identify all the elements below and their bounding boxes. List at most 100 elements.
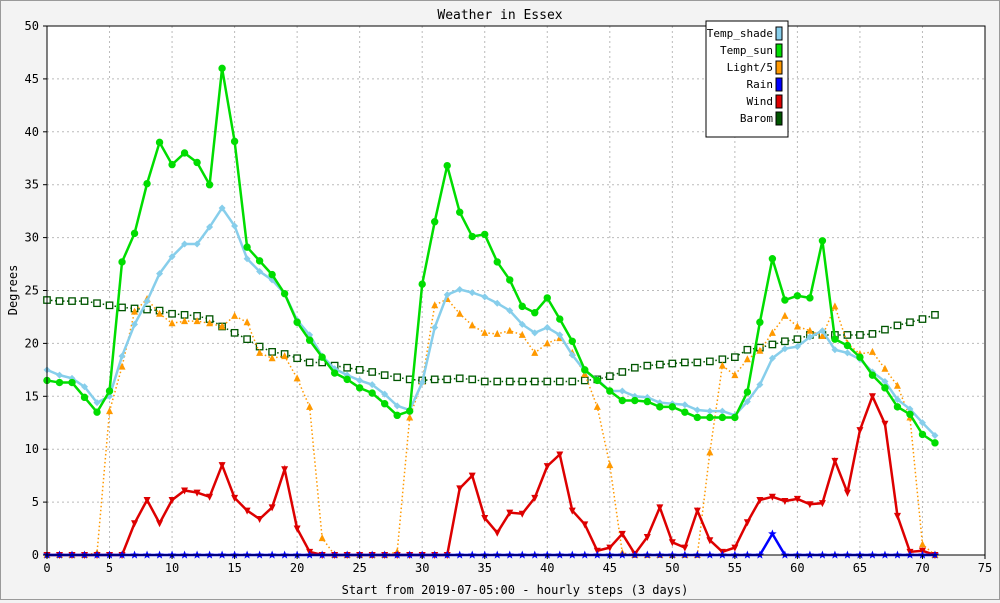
data-point [468, 232, 476, 241]
data-point [831, 335, 839, 343]
data-point [668, 359, 677, 368]
data-point [218, 322, 226, 330]
data-point [843, 489, 851, 497]
data-point [281, 466, 289, 474]
data-point [168, 309, 176, 318]
data-point [618, 396, 627, 405]
data-point [693, 406, 701, 414]
data-point [543, 339, 551, 347]
data-point [268, 270, 276, 279]
data-point [381, 390, 389, 398]
data-point [318, 353, 326, 361]
y-tick-label: 5 [32, 495, 39, 509]
data-point [568, 377, 577, 386]
data-point [893, 403, 902, 411]
data-point [468, 321, 476, 329]
data-point [230, 328, 239, 337]
data-point [131, 520, 139, 528]
data-point [481, 293, 489, 301]
y-tick-label: 40 [25, 125, 39, 139]
data-point [718, 407, 726, 415]
data-point [918, 540, 926, 548]
y-tick-label: 35 [25, 178, 39, 192]
data-point [93, 299, 101, 308]
data-point [568, 351, 576, 359]
data-point [756, 381, 764, 389]
data-point [781, 296, 789, 304]
data-point [893, 381, 901, 389]
data-point [168, 160, 176, 169]
data-point [681, 544, 689, 552]
data-point [518, 510, 526, 518]
data-point [506, 326, 514, 334]
data-point [181, 240, 189, 248]
data-point [268, 354, 276, 362]
data-point [843, 341, 852, 350]
data-point [555, 377, 564, 386]
data-point [931, 439, 939, 447]
data-point [218, 462, 226, 470]
data-point [231, 311, 239, 319]
data-point [893, 512, 901, 520]
y-tick-label: 20 [25, 336, 39, 350]
data-point [443, 291, 451, 299]
data-point [355, 384, 364, 392]
x-tick-label: 20 [290, 561, 304, 575]
data-point [55, 378, 64, 387]
data-point [656, 403, 664, 411]
data-point [105, 387, 114, 395]
data-point [581, 521, 589, 529]
data-point [593, 376, 601, 385]
data-point [493, 299, 501, 307]
data-point [493, 258, 501, 266]
data-point [468, 472, 476, 480]
data-point [743, 388, 752, 396]
data-point [156, 309, 164, 317]
data-point [193, 317, 201, 325]
data-point [731, 544, 739, 552]
data-point [681, 401, 689, 409]
legend-label: Temp_sun [720, 44, 773, 57]
x-tick-label: 35 [478, 561, 492, 575]
data-point [643, 397, 652, 406]
data-point [893, 321, 902, 330]
legend-swatch [775, 77, 783, 92]
x-tick-label: 15 [227, 561, 241, 575]
data-point [255, 342, 264, 351]
data-point [506, 276, 514, 284]
data-point [568, 337, 576, 345]
data-point [168, 496, 176, 504]
data-point [681, 408, 689, 416]
data-point [531, 494, 539, 502]
data-point [881, 364, 889, 372]
data-point [606, 387, 614, 395]
data-point [743, 345, 752, 354]
chart-title: Weather in Essex [437, 8, 562, 23]
data-point [556, 451, 564, 459]
data-point [768, 255, 777, 263]
data-point [906, 405, 914, 413]
data-point [768, 328, 776, 336]
data-point [56, 371, 64, 379]
data-point [206, 493, 214, 501]
data-point [118, 258, 126, 266]
data-point [268, 348, 276, 356]
data-point [543, 324, 551, 332]
data-point [881, 377, 889, 385]
series-temp-sun [43, 64, 939, 447]
data-point [918, 315, 927, 323]
x-tick-label: 10 [165, 561, 179, 575]
data-point [168, 319, 176, 327]
data-point [505, 377, 514, 386]
data-point [105, 301, 114, 310]
data-point [818, 331, 826, 339]
data-point [618, 368, 627, 376]
data-point [793, 292, 802, 300]
data-point [618, 387, 626, 395]
data-point [443, 375, 452, 384]
data-point [781, 345, 789, 353]
x-tick-label: 0 [43, 561, 50, 575]
data-point [443, 161, 451, 170]
data-point [906, 410, 914, 418]
data-point [706, 407, 714, 415]
